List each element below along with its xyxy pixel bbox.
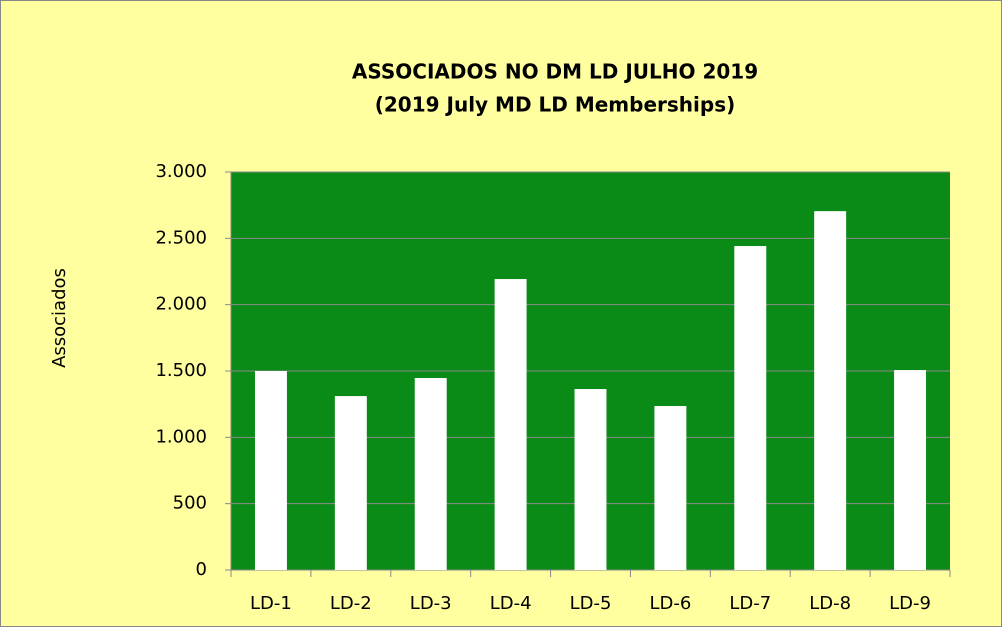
y-tick-label: 3.000: [155, 161, 207, 182]
y-tick-label: 500: [173, 493, 207, 514]
y-tick-label: 2.500: [155, 227, 207, 248]
bar: [734, 246, 767, 570]
chart-subtitle: (2019 July MD LD Memberships): [375, 93, 736, 117]
bar: [494, 279, 527, 570]
bar: [254, 371, 287, 570]
x-tick-label: LD-9: [889, 593, 931, 614]
x-tick-label: LD-3: [410, 593, 452, 614]
y-tick-label: 1.000: [155, 426, 207, 447]
bar: [814, 211, 847, 571]
x-tick-label: LD-5: [570, 593, 612, 614]
bar: [894, 370, 927, 570]
x-tick-label: LD-6: [649, 593, 691, 614]
x-tick-label: LD-2: [330, 593, 372, 614]
x-tick-label: LD-7: [729, 593, 771, 614]
x-tick-label: LD-1: [250, 593, 292, 614]
bar: [574, 389, 607, 570]
y-tick-label: 0: [196, 559, 207, 580]
x-tick-label: LD-8: [809, 593, 851, 614]
bar: [654, 406, 687, 570]
bar: [334, 396, 367, 570]
y-tick-label: 2.000: [155, 294, 207, 315]
y-tick-label: 1.500: [155, 360, 207, 381]
y-axis-label: Associados: [49, 268, 70, 368]
chart-title: ASSOCIADOS NO DM LD JULHO 2019: [352, 60, 758, 84]
bar: [414, 378, 447, 570]
x-tick-label: LD-4: [490, 593, 532, 614]
